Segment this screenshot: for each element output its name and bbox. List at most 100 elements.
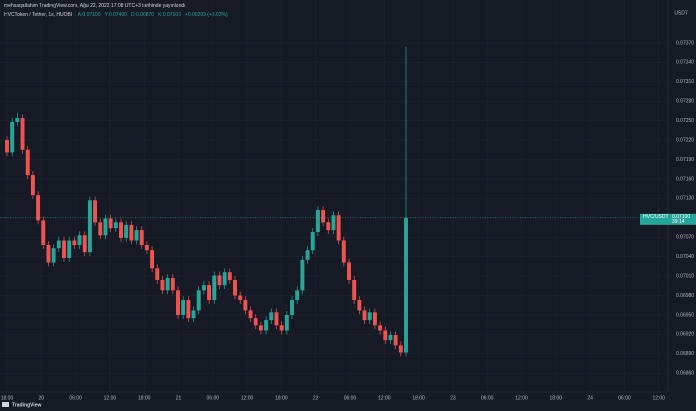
y-tick-label: 0.07010 [676,273,694,279]
candle-body [15,118,20,122]
candle-body [144,245,149,251]
price-tag [640,213,696,225]
x-tick-label: 20 [39,395,45,401]
candle-body [264,320,269,331]
candle-body [119,222,123,238]
candle-body [269,312,274,321]
candle-body [56,240,61,249]
y-tick-label: 0.07250 [676,118,694,124]
candle-body [10,121,15,153]
candle-body [341,240,346,263]
price-tag-symbol: HVC/USDT [643,214,669,220]
x-tick-label: 21 [176,395,182,401]
candle-body [176,290,180,315]
candle-body [217,275,222,286]
candle-body [253,318,258,326]
footer-brand: TradingView [12,402,41,408]
candle-body [170,278,175,291]
y-tick-label: 0.07340 [676,60,694,66]
candle-body [227,272,232,280]
candle-body [62,240,66,258]
candle-body [284,314,289,331]
candle-body [378,325,383,331]
candle-body [103,218,108,236]
candle-body [295,290,300,301]
candle-body [124,224,129,238]
x-tick-label: 06:00 [481,395,494,401]
candle-body [72,240,77,246]
candle-body [41,220,46,246]
candle-body [82,235,87,253]
candle-body [398,345,403,353]
ohlc-value: +0.00209 (+3.03%) [184,12,228,18]
y-tick-label: 0.07310 [676,79,694,85]
candle-body [310,232,315,251]
x-tick-label: 12:00 [652,395,665,401]
x-tick-label: 23 [450,395,456,401]
candle-body [279,325,284,331]
candle-body [315,210,320,233]
candle-body [155,268,160,280]
candle-body [300,259,305,291]
candle-body [258,325,263,331]
candle-body [20,118,25,150]
candle-body [191,310,196,319]
x-tick-label: 06:00 [344,395,357,401]
ohlc-value: Y:0.07400 [104,12,128,18]
candle-body [165,278,170,291]
y-tick-label: 0.07040 [676,254,694,260]
candle-body [93,200,98,223]
candle-body [362,310,367,321]
x-tick-label: 12:00 [241,395,254,401]
candle-body [201,285,206,291]
price-tag-value: 0.07100 [672,214,690,220]
y-tick-label: 0.06920 [676,332,694,338]
candle-body [383,330,388,341]
candle-body [305,250,310,260]
candle-body [5,140,9,153]
x-tick-label: 12:00 [378,395,391,401]
candle-body [233,279,237,296]
candle-body [139,230,144,246]
candle-body [51,248,56,263]
x-tick-label: 18:00 [138,395,151,401]
x-tick-label: 22 [313,395,319,401]
candle-body [336,215,341,241]
candle-body [347,262,351,280]
candle-body [134,230,139,241]
candle-body [357,300,362,311]
y-tick-label: 0.07190 [676,157,694,163]
y-tick-label: 0.07220 [676,137,694,143]
candle-body [196,290,201,311]
y-tick-label: 0.07070 [676,235,694,241]
candle-body [326,222,331,231]
candle-body [77,235,82,246]
candle-body [222,272,227,286]
candle-body [331,215,336,231]
x-tick-label: 18:00 [550,395,563,401]
candle-body [36,195,41,221]
candle-body [388,335,393,341]
candle-body [207,285,212,301]
x-tick-label: 18:00 [1,395,14,401]
candle-body [25,149,30,176]
candle-body [113,222,118,229]
x-tick-label: 06:00 [207,395,220,401]
candle-body [46,245,51,263]
candle-body [393,335,398,346]
x-tick-label: 06:00 [618,395,631,401]
candle-body [30,175,35,196]
x-tick-label: 12:00 [104,395,117,401]
candle-body [404,217,408,353]
x-tick-label: 18:00 [275,395,288,401]
candle-body [181,300,186,315]
symbol: HVCToken / Tether, 1s, HUOBI [4,12,73,18]
candle-body [290,300,294,315]
candle-body [150,250,155,269]
candle-body [248,310,253,319]
candle-body [352,279,357,301]
candle-body [67,240,72,258]
y-tick-label: 0.06890 [676,351,694,357]
price-tag-countdown: 39:14 [672,219,685,225]
